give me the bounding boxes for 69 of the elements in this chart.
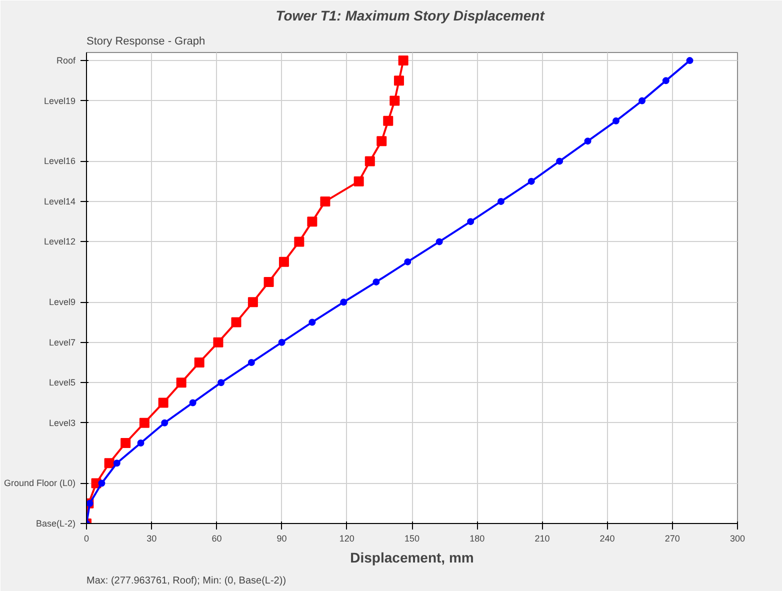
point — [308, 318, 316, 326]
point — [120, 438, 131, 448]
chart-title: Tower T1: Maximum Story Displacement — [276, 8, 546, 24]
x-tick-label: 240 — [600, 534, 615, 544]
point — [161, 419, 168, 426]
point — [176, 378, 186, 388]
y-tick-label: Level5 — [48, 378, 76, 388]
point — [104, 458, 114, 468]
text: Max: (277.963761, Roof); Min: (0, Base(L-2)) — [86, 576, 286, 586]
x-tick-label: 90 — [276, 534, 287, 544]
point — [662, 77, 670, 84]
y-tick-label: Level12 — [44, 236, 76, 247]
point — [320, 196, 330, 206]
point — [398, 56, 408, 66]
point — [584, 138, 592, 145]
point — [364, 156, 375, 166]
point — [404, 258, 412, 266]
point — [383, 116, 394, 126]
point — [467, 218, 474, 226]
point — [394, 76, 404, 86]
point — [390, 96, 400, 106]
point — [98, 480, 106, 487]
point — [436, 238, 443, 246]
point — [248, 297, 258, 308]
point — [278, 338, 286, 346]
y-tick-label: Level14 — [44, 196, 76, 206]
y-tick-label: Level3 — [48, 418, 76, 428]
x-tick-label: 180 — [470, 534, 485, 544]
point — [528, 178, 535, 185]
point — [113, 460, 120, 467]
y-tick-label: Level16 — [44, 156, 76, 166]
y-tick-label: Roof — [56, 56, 76, 66]
x-tick-label: 30 — [146, 534, 157, 544]
point — [612, 117, 620, 124]
point — [278, 256, 289, 267]
text: Story Response - Graph — [86, 36, 206, 48]
x-tick-label: 120 — [339, 534, 354, 544]
y-tick-label: Base(L-2) — [36, 518, 76, 528]
x-tick-label: 60 — [212, 534, 222, 544]
point — [340, 298, 348, 306]
x-tick-label: 270 — [664, 534, 680, 544]
point — [264, 276, 274, 287]
point — [218, 379, 225, 386]
point — [137, 439, 144, 446]
point — [497, 198, 504, 205]
point — [376, 136, 387, 146]
point — [307, 216, 318, 227]
point — [294, 236, 304, 247]
x-axis-title: Displacement, mm — [350, 550, 474, 566]
y-tick-label: Level19 — [44, 96, 76, 106]
point — [213, 337, 224, 348]
point — [686, 57, 694, 64]
point — [556, 158, 564, 165]
point — [354, 176, 364, 186]
x-tick-label: 210 — [534, 534, 550, 544]
point — [248, 358, 255, 366]
point — [638, 97, 646, 104]
point — [231, 317, 242, 328]
x-tick-label: 150 — [404, 534, 420, 544]
x-tick-label: 300 — [730, 534, 746, 544]
x-tick-label: 0 — [84, 534, 90, 544]
point — [139, 418, 150, 428]
point — [158, 398, 168, 408]
point — [194, 357, 204, 368]
y-tick-label: Ground Floor (L0) — [4, 478, 76, 488]
point — [189, 399, 196, 406]
y-tick-label: Level7 — [48, 337, 76, 348]
y-tick-label: Level9 — [48, 297, 76, 308]
point — [372, 278, 380, 286]
